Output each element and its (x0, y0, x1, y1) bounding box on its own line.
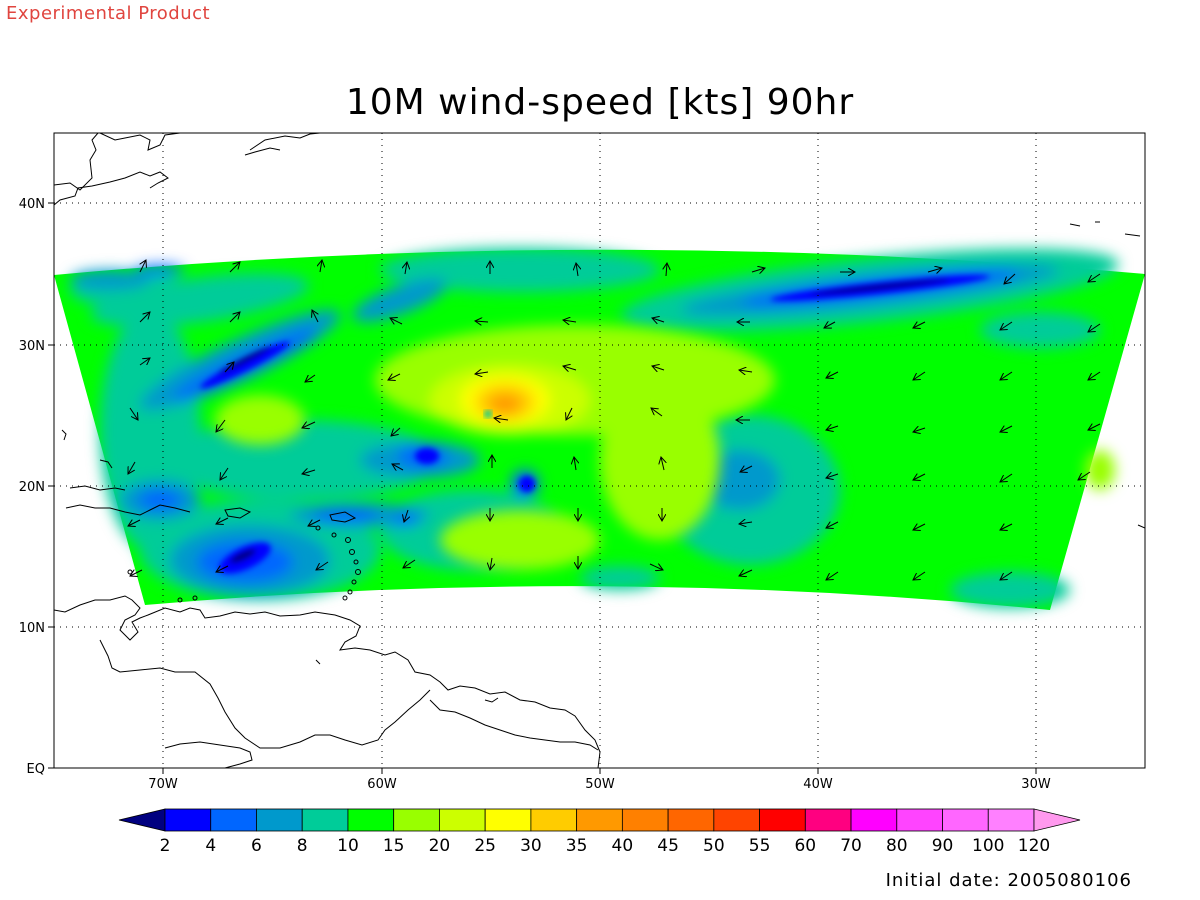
axis-ticks (48, 202, 1037, 774)
colorbar-label: 60 (794, 836, 816, 856)
colorbar-cell (347, 808, 395, 832)
colorbar-label: 15 (383, 836, 405, 856)
colorbar-label: 80 (886, 836, 908, 856)
map-title: 10M wind-speed [kts] 90hr (345, 82, 855, 123)
colorbar-label: 2 (160, 836, 171, 856)
colorbar-cell (850, 808, 898, 832)
colorbar: 2 4 6 8 10 15 20 25 30 35 40 45 50 55 60 70 80 90 100 120 (118, 808, 1081, 856)
colorbar-cell (621, 808, 669, 832)
colorbar-label: 120 (1018, 836, 1050, 856)
colorbar-cell (484, 808, 532, 832)
initial-date-label: Initial date: 2005080106 (885, 870, 1132, 891)
colorbar-cell (530, 808, 578, 832)
colorbar-label: 100 (972, 836, 1004, 856)
colorbar-label: 55 (749, 836, 771, 856)
lon-label-70w: 70W (148, 777, 178, 792)
colorbar-cell (210, 808, 257, 832)
colorbar-label: 35 (566, 836, 588, 856)
colorbar-label: 4 (205, 836, 216, 856)
colorbar-cell (301, 808, 349, 832)
lon-label-50w: 50W (585, 777, 615, 792)
lat-label-40n: 40N (19, 197, 45, 212)
colorbar-cell (804, 808, 852, 832)
experimental-product-label: Experimental Product (6, 3, 211, 24)
colorbar-label: 20 (429, 836, 451, 856)
colorbar-label: 40 (612, 836, 634, 856)
lon-label-30w: 30W (1021, 777, 1051, 792)
lat-label-20n: 20N (19, 480, 45, 495)
colorbar-cell (393, 808, 440, 832)
colorbar-label: 30 (520, 836, 542, 856)
longitude-labels: 70W 60W 50W 40W 30W (148, 777, 1051, 792)
lat-label-30n: 30N (19, 339, 45, 354)
colorbar-cell (987, 808, 1035, 832)
colorbar-labels: 2 4 6 8 10 15 20 25 30 35 40 45 50 55 60 70 80 90 100 120 (160, 836, 1051, 856)
colorbar-cell (713, 808, 760, 832)
colorbar-cell (896, 808, 943, 832)
colorbar-cell (759, 808, 806, 832)
colorbar-label: 25 (474, 836, 496, 856)
lon-label-40w: 40W (803, 777, 833, 792)
colorbar-cell (256, 808, 303, 832)
lat-label-eq: EQ (27, 762, 45, 777)
colorbar-label: 90 (932, 836, 954, 856)
colorbar-label: 50 (703, 836, 725, 856)
colorbar-under-triangle (118, 808, 166, 832)
latitude-labels: 40N 30N 20N 10N EQ (19, 197, 45, 777)
colorbar-cell (942, 808, 989, 832)
colorbar-label: 70 (840, 836, 862, 856)
wind-vectors (128, 260, 1101, 580)
colorbar-over-triangle (1033, 808, 1081, 832)
coastlines (54, 133, 1145, 768)
colorbar-cell (576, 808, 623, 832)
wind-speed-field (54, 248, 1145, 610)
lat-label-10n: 10N (19, 621, 45, 636)
colorbar-label: 45 (657, 836, 679, 856)
colorbar-cell (439, 808, 486, 832)
colorbar-label: 6 (251, 836, 262, 856)
colorbar-label: 10 (337, 836, 359, 856)
colorbar-cells (164, 808, 1035, 832)
lon-label-60w: 60W (367, 777, 397, 792)
colorbar-cell (164, 808, 212, 832)
colorbar-cell (667, 808, 715, 832)
caribbean-islands (127, 525, 361, 603)
colorbar-label: 8 (297, 836, 308, 856)
